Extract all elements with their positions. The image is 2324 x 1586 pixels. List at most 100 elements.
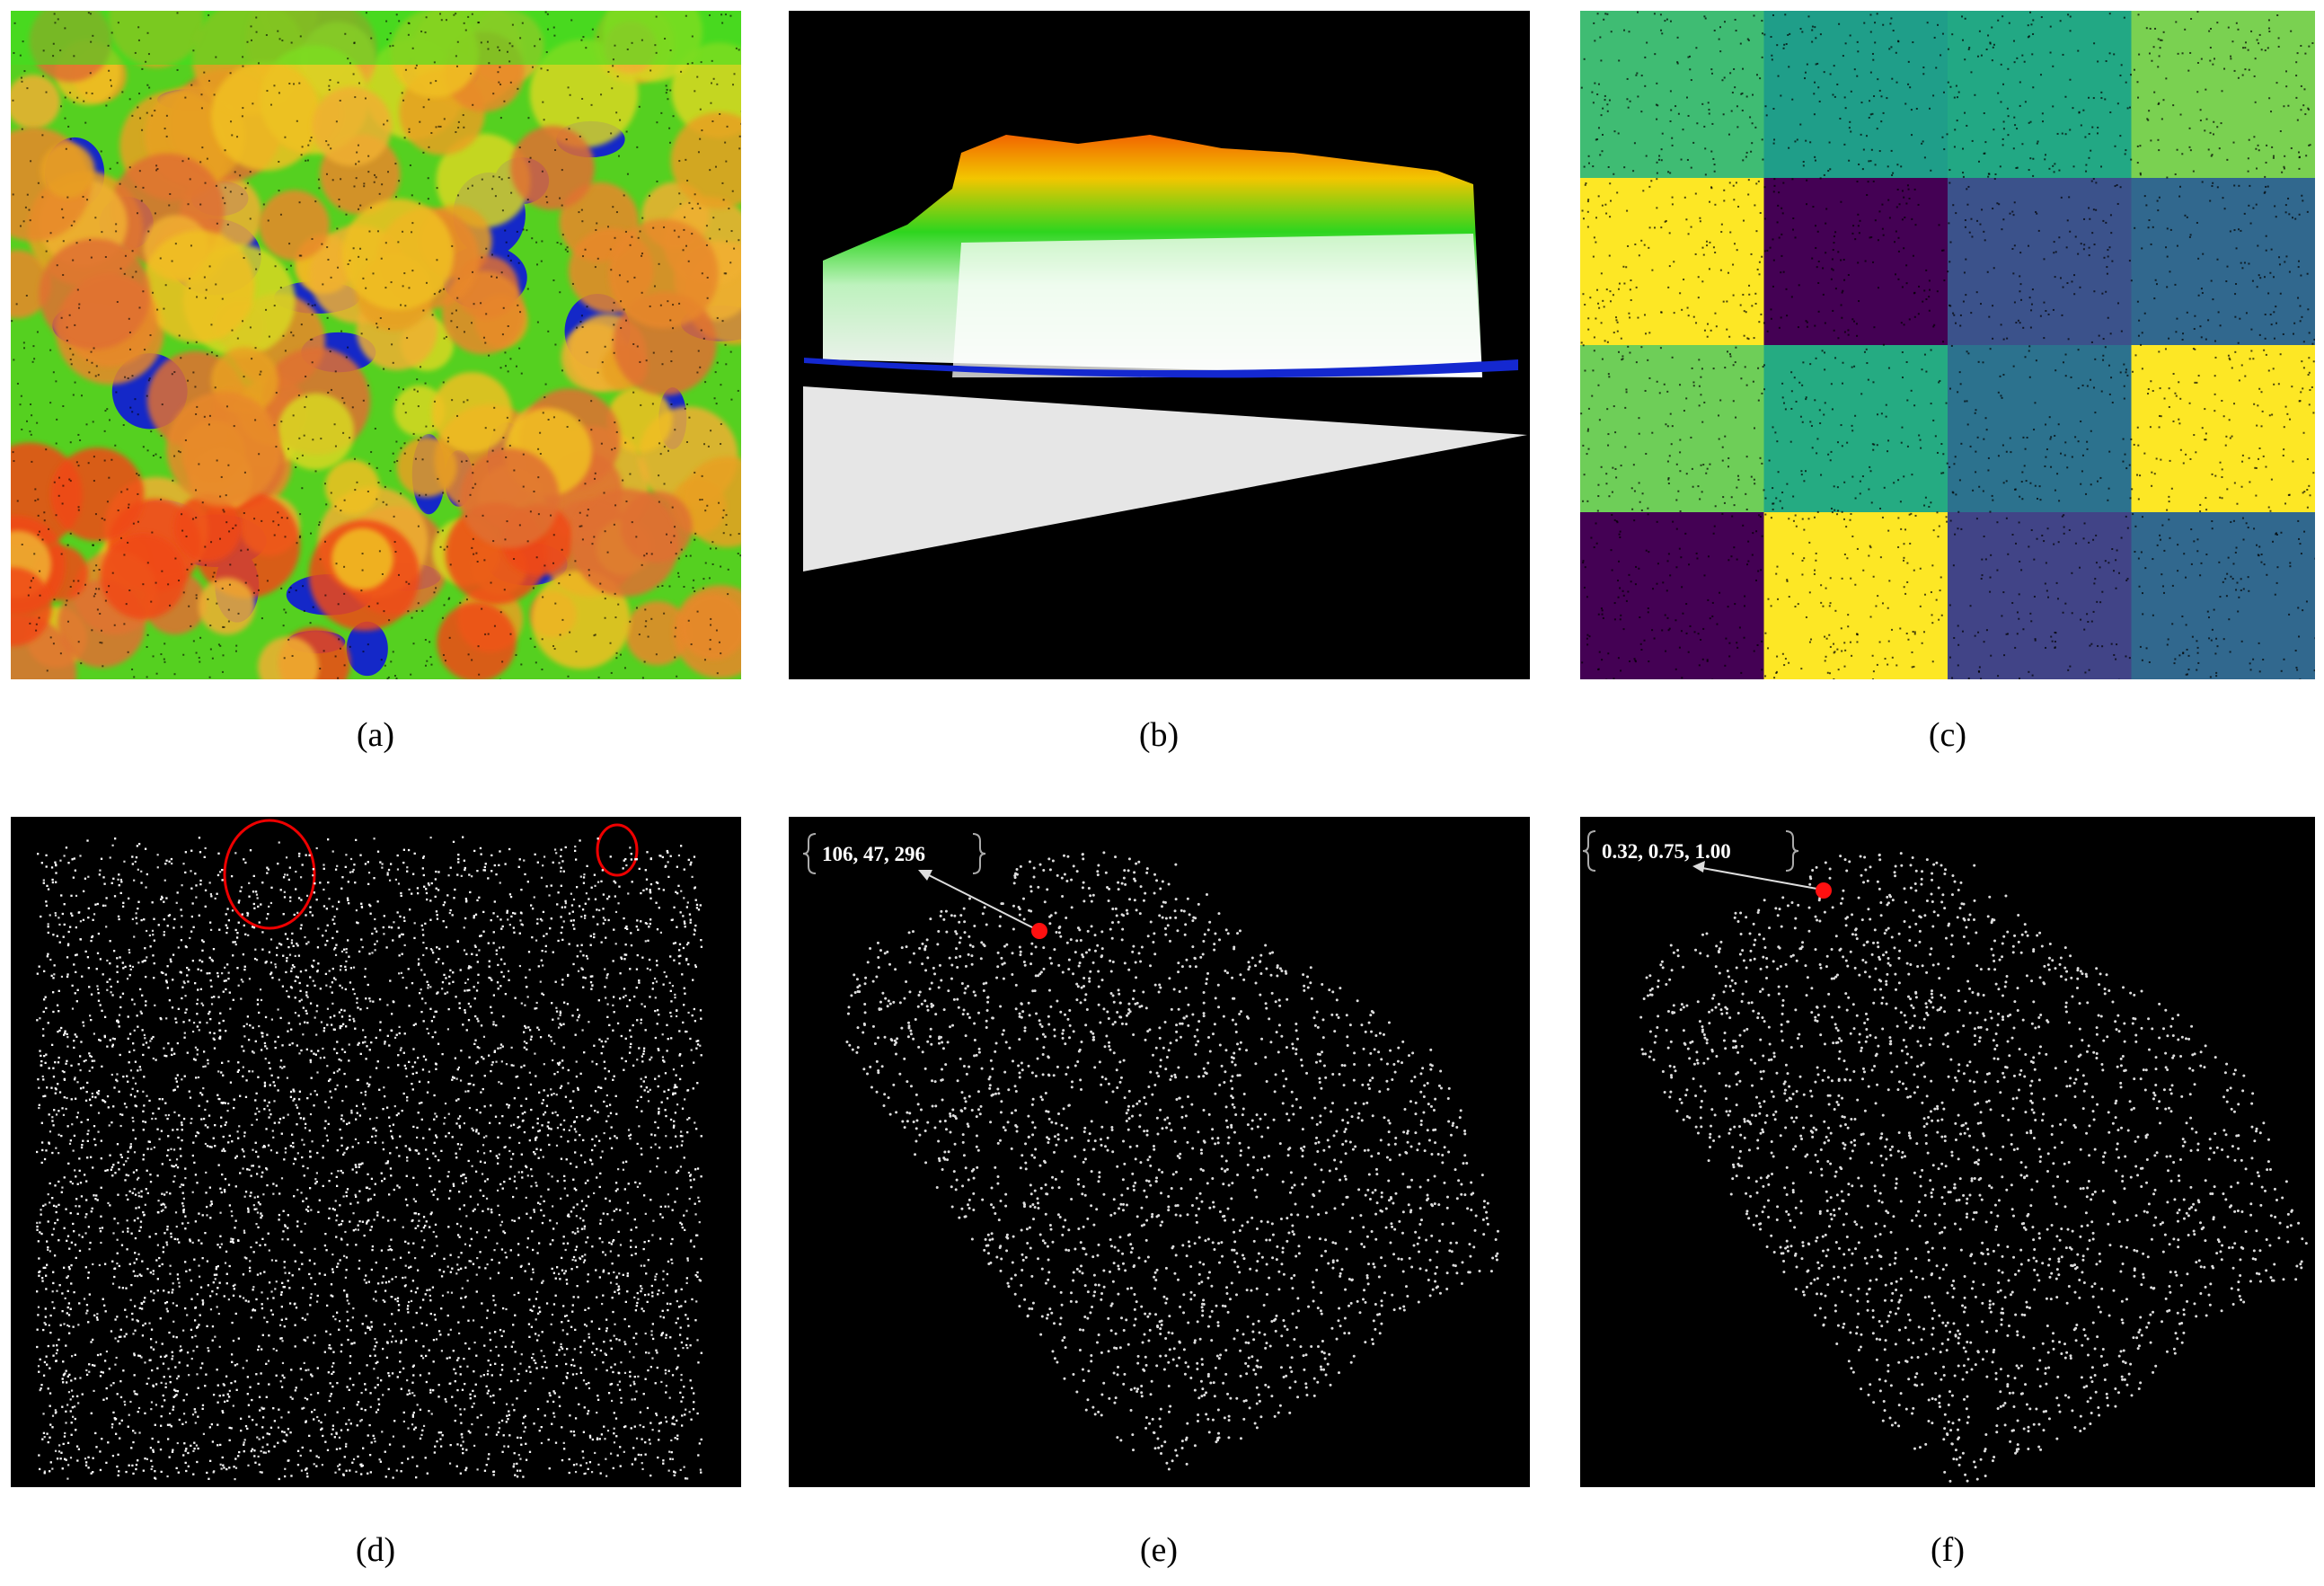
speckle xyxy=(1771,58,1773,61)
speckle xyxy=(675,553,677,555)
speckle xyxy=(1840,200,1842,203)
speckle xyxy=(1951,677,1954,679)
speckle xyxy=(367,171,370,173)
speckle xyxy=(1903,475,1905,478)
speckle xyxy=(431,314,434,316)
speckle xyxy=(2210,279,2213,282)
speckle xyxy=(2030,528,2033,531)
speckle xyxy=(2052,164,2054,167)
speckle xyxy=(1682,612,1684,615)
speckle xyxy=(2249,662,2251,665)
speckle xyxy=(1660,29,1663,31)
speckle xyxy=(278,38,281,40)
speckle xyxy=(2064,375,2067,377)
speckle xyxy=(1970,217,1973,220)
speckle xyxy=(2043,540,2046,543)
speckle xyxy=(2258,642,2260,644)
speckle xyxy=(87,462,90,465)
speckle xyxy=(1666,18,1668,21)
speckle xyxy=(663,612,666,615)
speckle xyxy=(2174,173,2177,175)
speckle xyxy=(1766,330,1769,332)
speckle xyxy=(377,482,380,484)
speckle xyxy=(2172,373,2175,376)
speckle xyxy=(2140,551,2143,554)
speckle xyxy=(1957,391,1959,394)
speckle xyxy=(301,487,304,490)
point xyxy=(680,1130,683,1133)
speckle xyxy=(670,360,673,363)
speckle xyxy=(1909,86,1912,89)
speckle xyxy=(1604,340,1606,342)
speckle xyxy=(2165,246,2168,249)
speckle xyxy=(114,444,117,447)
speckle xyxy=(215,56,217,58)
speckle xyxy=(1785,43,1788,46)
speckle xyxy=(2011,248,2014,251)
speckle xyxy=(2196,550,2199,553)
speckle xyxy=(2115,658,2117,660)
speckle xyxy=(103,430,106,432)
speckle xyxy=(2043,301,2046,304)
speckle xyxy=(370,207,373,209)
speckle xyxy=(1679,509,1682,512)
speckle xyxy=(80,662,83,665)
speckle xyxy=(447,598,450,600)
speckle xyxy=(1798,284,1800,287)
speckle xyxy=(404,68,407,71)
speckle xyxy=(1913,404,1916,407)
speckle xyxy=(1809,141,1812,144)
speckle xyxy=(72,353,75,356)
speckle xyxy=(612,206,614,208)
speckle xyxy=(1906,580,1909,583)
speckle xyxy=(1690,166,1692,169)
speckle xyxy=(1713,29,1716,31)
speckle xyxy=(335,120,338,123)
speckle xyxy=(2099,601,2102,604)
speckle xyxy=(1955,212,1957,215)
speckle xyxy=(68,314,71,316)
speckle xyxy=(675,626,677,629)
speckle xyxy=(1669,120,1672,122)
speckle xyxy=(66,620,69,623)
speckle xyxy=(611,448,614,451)
speckle xyxy=(131,375,134,377)
speckle xyxy=(1666,390,1669,393)
speckle xyxy=(1914,224,1917,226)
speckle xyxy=(1907,638,1910,641)
speckle xyxy=(1770,36,1772,39)
speckle xyxy=(2288,270,2291,273)
speckle xyxy=(1683,410,1685,412)
speckle xyxy=(105,590,108,593)
speckle xyxy=(585,47,588,49)
speckle xyxy=(633,276,636,279)
speckle xyxy=(1832,93,1834,96)
speckle xyxy=(737,389,739,392)
speckle xyxy=(215,184,217,187)
speckle xyxy=(195,651,198,654)
speckle xyxy=(84,121,87,124)
speckle xyxy=(415,609,418,612)
speckle xyxy=(1660,159,1663,162)
speckle xyxy=(266,580,269,582)
speckle xyxy=(679,202,682,205)
speckle xyxy=(403,272,406,275)
speckle xyxy=(561,369,563,372)
speckle xyxy=(1706,240,1709,243)
speckle xyxy=(2125,149,2127,152)
speckle xyxy=(1640,111,1643,113)
speckle xyxy=(154,212,156,215)
speckle xyxy=(1698,664,1701,667)
speckle xyxy=(1840,304,1842,306)
speckle xyxy=(2061,515,2063,518)
speckle xyxy=(1709,617,1711,620)
speckle xyxy=(1953,314,1956,316)
speckle xyxy=(1661,32,1664,35)
speckle xyxy=(1969,605,1972,607)
speckle xyxy=(1791,98,1794,101)
speckle xyxy=(1841,316,1843,319)
speckle xyxy=(443,337,446,340)
speckle xyxy=(529,510,532,513)
speckle xyxy=(2141,592,2143,595)
speckle xyxy=(1867,378,1869,381)
